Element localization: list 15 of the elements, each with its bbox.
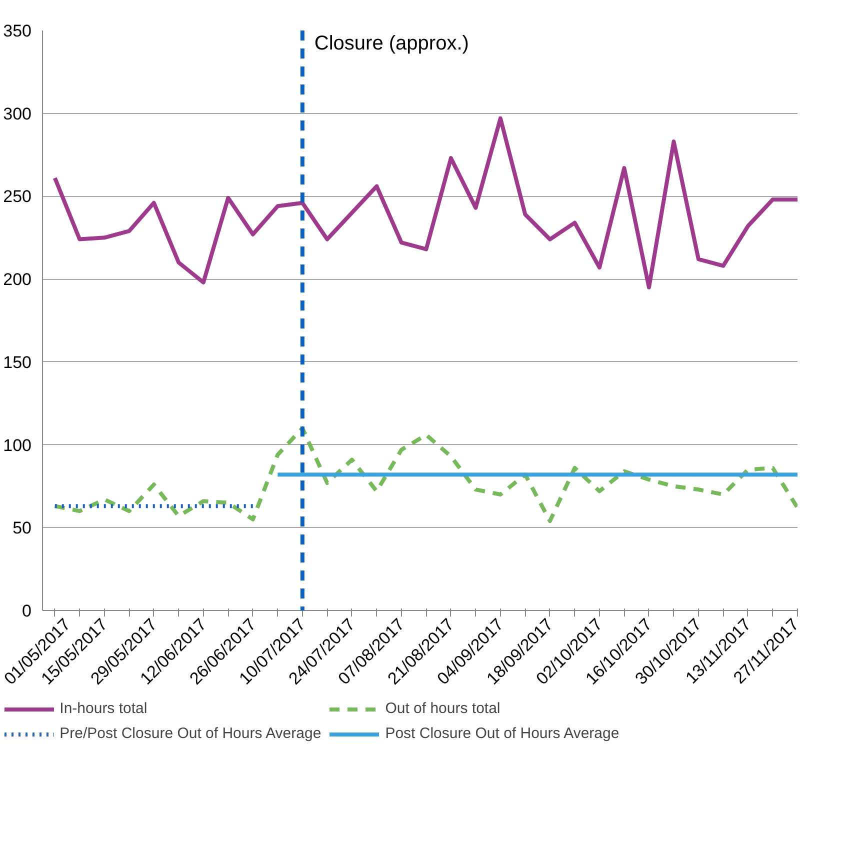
y-tick-label: 150 [3,352,32,372]
legend-label: Pre/Post Closure Out of Hours Average [60,725,322,742]
y-tick-label: 200 [3,270,32,290]
line-series [52,426,798,524]
y-tick-label: 250 [3,187,32,206]
y-tick-label: 350 [3,22,32,40]
y-tick-label: 300 [3,104,32,124]
ref-line-label: Closure (approx.) [314,32,469,54]
legend-label: Post Closure Out of Hours Average [385,725,620,742]
y-tick-label: 50 [12,518,32,538]
y-tick-label: 0 [22,602,32,620]
legend-label: In-hours total [60,700,148,717]
line-series [52,116,798,290]
y-tick-label: 100 [3,436,32,455]
legend-label: Out of hours total [385,700,500,717]
